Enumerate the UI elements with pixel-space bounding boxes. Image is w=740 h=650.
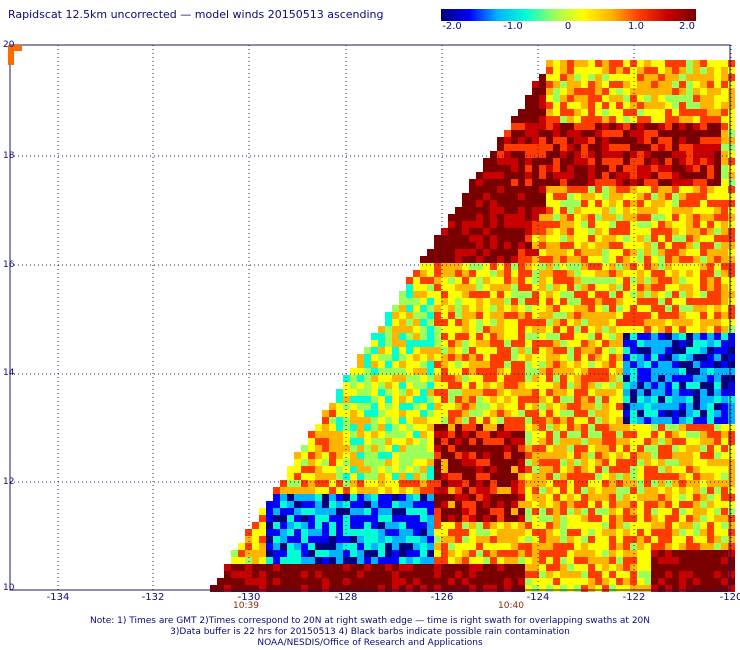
colorbar-tick-neg1: -1.0 (503, 21, 523, 32)
lon-label-130: -130 (237, 592, 261, 603)
colorbar-tick-max: 2.0 (679, 21, 695, 32)
note-line-3: NOAA/NESDIS/Office of Research and Appli… (257, 638, 483, 648)
map-frame (9, 44, 731, 591)
note-line-1: Note: 1) Times are GMT 2)Times correspon… (89, 616, 651, 626)
swath-cells (210, 60, 735, 592)
footnotes: Note: 1) Times are GMT 2)Times correspon… (0, 616, 740, 649)
lat-label-10: 10 (3, 583, 15, 593)
color-scale-bar (441, 9, 696, 21)
note-line-2: 3)Data buffer is 22 hrs for 20150513 4) … (170, 627, 570, 637)
lon-label-120: -120 (719, 592, 740, 603)
lat-label-20: 20 (3, 40, 15, 50)
time-label-2: 10:40 (498, 601, 524, 611)
colorbar-tick-zero: 0 (564, 21, 572, 32)
lat-label-14: 14 (3, 368, 15, 378)
colorbar-tick-min: -2.0 (442, 21, 462, 32)
colorbar-tick-pos1: 1.0 (628, 21, 644, 32)
lon-label-122: -122 (622, 592, 646, 603)
lon-label-124: -124 (526, 592, 550, 603)
orientation-marker (8, 45, 22, 65)
time-label-1: 10:39 (233, 601, 259, 611)
plot-title: Rapidscat 12.5km uncorrected — model win… (8, 8, 384, 21)
lon-label-132: -132 (141, 592, 165, 603)
lon-label-126: -126 (430, 592, 454, 603)
lat-label-12: 12 (3, 477, 15, 487)
lon-label-134: -134 (46, 592, 70, 603)
lat-label-18: 18 (3, 151, 15, 161)
lat-label-16: 16 (3, 260, 15, 270)
lon-label-128: -128 (334, 592, 358, 603)
